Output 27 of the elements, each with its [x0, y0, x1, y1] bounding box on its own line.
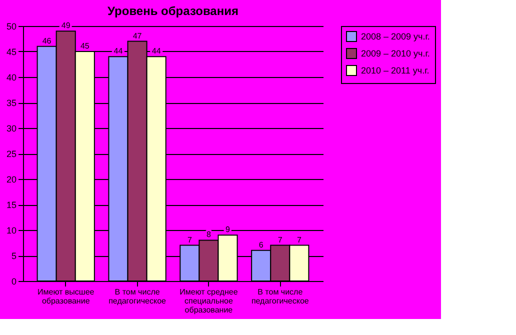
data-label: 7 — [187, 235, 192, 244]
data-label: 8 — [206, 230, 212, 240]
x-tick-label: Имеют высшее образование — [37, 288, 95, 306]
data-label: 47 — [132, 31, 142, 40]
x-tick-label: Имеют среднее специальное образование — [180, 288, 238, 314]
y-tick-label: 10 — [6, 226, 16, 236]
chart-title: Уровень образования — [108, 4, 238, 18]
y-tick-label: 25 — [6, 149, 16, 159]
y-tick-label: 40 — [6, 72, 16, 82]
legend-label: 2008 – 2009 уч.г. — [361, 32, 430, 42]
data-label: 6 — [258, 240, 264, 250]
x-tick-label: В том числе педагогическое — [251, 288, 310, 306]
y-tick-label: 35 — [6, 98, 16, 108]
y-tick-label: 15 — [6, 200, 16, 210]
y-tick-label: 45 — [6, 47, 16, 57]
y-tick-label: 20 — [6, 174, 16, 184]
data-label: 7 — [296, 235, 302, 244]
y-tick-label: 50 — [6, 22, 16, 32]
data-label: 46 — [42, 36, 52, 46]
data-label: 45 — [80, 42, 90, 50]
x-tick-label: В том числе педагогическое — [108, 288, 167, 306]
y-tick-label: 30 — [6, 124, 16, 134]
legend-label: 2009 – 2010 уч.г. — [361, 48, 430, 58]
data-label: 7 — [278, 235, 283, 244]
y-tick-label: 0 — [11, 276, 16, 286]
y-tick-label: 5 — [11, 251, 16, 261]
legend-label: 2010 – 2011 уч.г. — [361, 66, 430, 76]
